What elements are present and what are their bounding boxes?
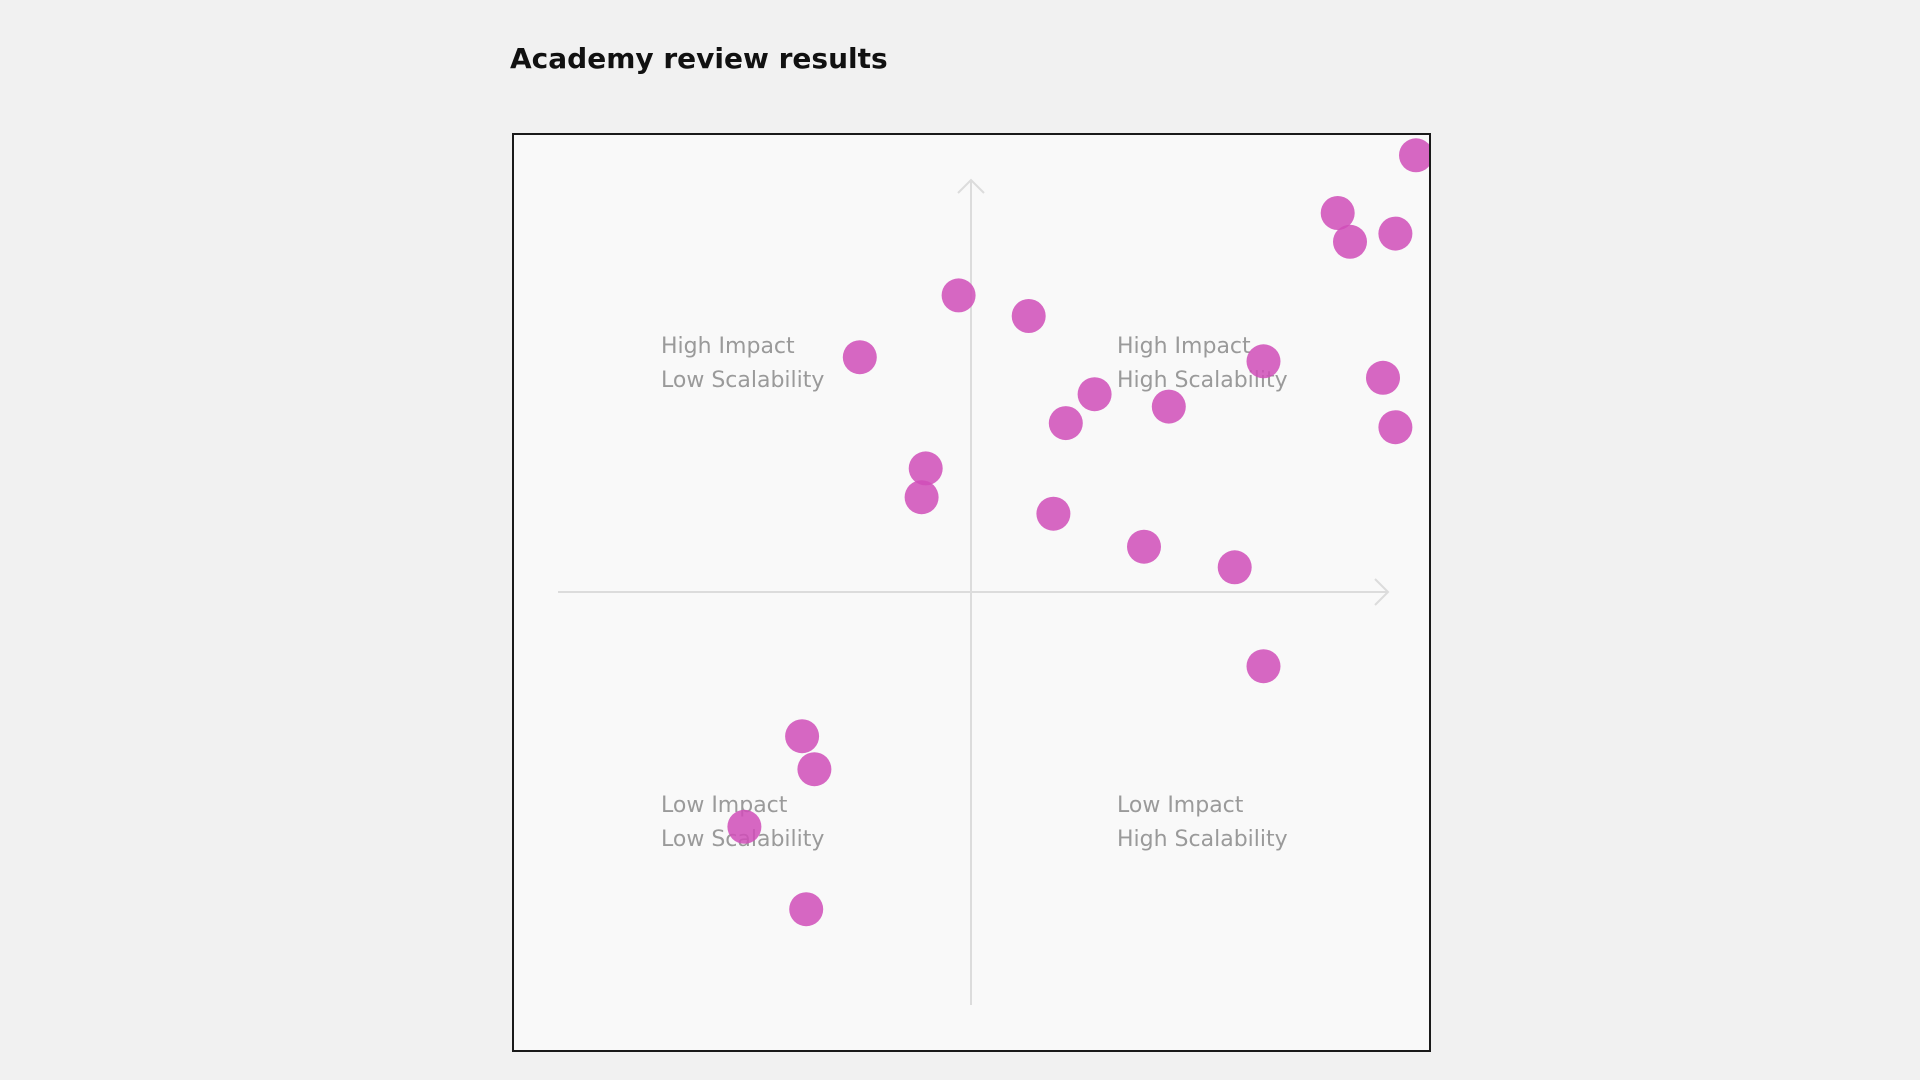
scatter-point-23 bbox=[789, 892, 824, 927]
scatter-point-8 bbox=[1246, 344, 1281, 379]
scatter-point-4 bbox=[1378, 216, 1413, 251]
scatter-point-13 bbox=[1378, 410, 1413, 445]
quadrant-label-bottom-right-line1: Low Impact bbox=[1117, 793, 1244, 818]
data-points bbox=[727, 138, 1429, 927]
scatter-point-12 bbox=[1048, 406, 1083, 441]
quadrant-label-bottom-right-line2: High Scalability bbox=[1117, 827, 1288, 852]
quadrant-scatter-chart: High Impact Low Scalability High Impact … bbox=[558, 138, 1429, 1005]
scatter-point-2 bbox=[1320, 196, 1355, 230]
scatter-point-20 bbox=[785, 719, 820, 754]
quadrant-label-top-left-line1: High Impact bbox=[661, 334, 795, 359]
page-title: Academy review results bbox=[510, 42, 888, 75]
quadrant-label-top-left-line2: Low Scalability bbox=[661, 368, 824, 393]
scatter-point-11 bbox=[1151, 389, 1186, 424]
scatter-point-17 bbox=[1127, 529, 1161, 564]
scatter-point-7 bbox=[842, 340, 877, 375]
x-axis-arrowhead bbox=[1374, 578, 1390, 606]
scatter-point-16 bbox=[1036, 496, 1071, 531]
scatter-point-9 bbox=[1366, 360, 1400, 395]
scatter-point-1 bbox=[1399, 138, 1429, 173]
scatter-point-19 bbox=[1246, 649, 1281, 684]
scatter-point-18 bbox=[1217, 550, 1252, 585]
y-axis-arrowhead bbox=[957, 178, 985, 194]
scatter-point-10 bbox=[1077, 377, 1112, 412]
scatter-point-14 bbox=[908, 451, 943, 486]
quadrant-label-bottom-left-line1: Low Impact bbox=[661, 793, 788, 818]
scatter-point-6 bbox=[1011, 299, 1046, 333]
scatter-point-3 bbox=[1333, 224, 1367, 259]
scatter-point-22 bbox=[727, 809, 762, 844]
scatter-point-21 bbox=[797, 752, 832, 787]
quadrant-labels: High Impact Low Scalability High Impact … bbox=[661, 334, 1288, 852]
scatter-point-15 bbox=[904, 480, 939, 515]
axes bbox=[558, 178, 1390, 1005]
scatter-point-5 bbox=[941, 278, 976, 313]
quadrant-label-top-right-line1: High Impact bbox=[1117, 334, 1251, 359]
chart-frame: High Impact Low Scalability High Impact … bbox=[512, 133, 1431, 1052]
